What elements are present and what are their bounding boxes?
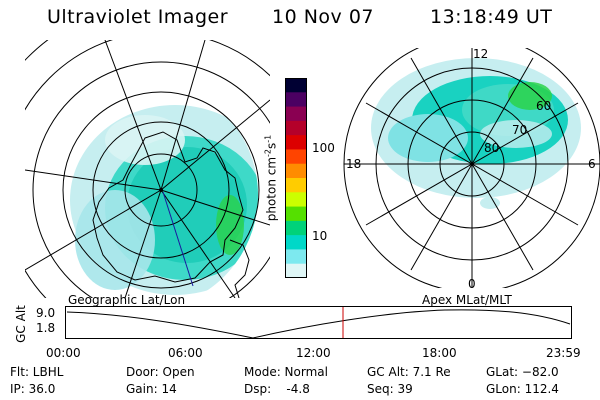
continent-outline xyxy=(92,131,244,283)
polar-aurora xyxy=(371,58,581,209)
polar-label-60: 60 xyxy=(536,99,551,113)
ip-info: IP: 36.0 xyxy=(10,382,56,396)
polar-label-80: 80 xyxy=(484,141,499,155)
colorbar-tick-10: 10 xyxy=(312,229,328,243)
colorbar-label: photon cm-2s-1 xyxy=(263,134,279,222)
polar-label-70: 70 xyxy=(512,123,527,137)
gain-info: Gain: 14 xyxy=(126,382,177,396)
colorbar-tick-100: 100 xyxy=(312,141,335,155)
time-tick-2359: 23:59 xyxy=(546,346,581,360)
colorbar-segment xyxy=(285,206,307,222)
seq-info: Seq: 39 xyxy=(367,382,413,396)
altitude-timeline xyxy=(65,306,572,339)
door-info: Door: Open xyxy=(126,365,195,379)
colorbar-border xyxy=(285,78,307,278)
dsp-info: Dsp: -4.8 xyxy=(244,382,310,396)
apex-caption: Apex MLat/MLT xyxy=(422,293,512,307)
geographic-caption: Geographic Lat/Lon xyxy=(68,293,186,307)
instrument-title: Ultraviolet Imager xyxy=(47,6,229,28)
filter-info: Flt: LBHL xyxy=(10,365,64,379)
meridian-lines xyxy=(25,40,270,298)
colorbar-segment xyxy=(285,263,307,278)
colorbar-segment xyxy=(285,192,307,208)
aurora-oval xyxy=(70,105,258,295)
mlt-label-6: 6 xyxy=(588,157,596,171)
timeline-y-min: 1.8 xyxy=(36,321,56,335)
colorbar-segment xyxy=(285,135,307,150)
geographic-map xyxy=(25,40,270,298)
gc-alt-info: GC Alt: 7.1 Re xyxy=(367,365,451,379)
peninsula-outline xyxy=(229,239,250,298)
glat-info: GLat: −82.0 xyxy=(486,365,559,379)
timeline-axis-title: GC Alt xyxy=(14,305,28,343)
colorbar-segment xyxy=(285,92,307,108)
colorbar-segment xyxy=(285,220,307,236)
colorbar-segment xyxy=(285,106,307,122)
color-bar xyxy=(285,78,307,278)
glon-info: GLon: 112.4 xyxy=(486,382,559,396)
colorbar-segment xyxy=(285,163,307,179)
time-tick-1800: 18:00 xyxy=(422,346,457,360)
colorbar-segment xyxy=(285,178,307,193)
date-label: 10 Nov 07 xyxy=(272,6,375,28)
altitude-curve xyxy=(66,309,571,339)
time-tick-0600: 06:00 xyxy=(168,346,203,360)
mode-info: Mode: Normal xyxy=(244,365,328,379)
time-tick-1200: 12:00 xyxy=(296,346,331,360)
colorbar-segment xyxy=(285,249,307,265)
subsatellite-point xyxy=(159,188,163,192)
polar-plot: 60 70 80 12 18 6 0 xyxy=(343,48,600,288)
mlt-label-18: 18 xyxy=(346,157,361,171)
mlt-label-12: 12 xyxy=(473,48,488,61)
colorbar-segment xyxy=(285,235,307,250)
time-tick-0000: 00:00 xyxy=(46,346,81,360)
colorbar-segment xyxy=(285,120,307,136)
satellite-track xyxy=(162,191,194,287)
colorbar-segment xyxy=(285,149,307,165)
timeline-y-max: 9.0 xyxy=(36,306,56,320)
latitude-circles xyxy=(25,40,270,298)
time-label: 13:18:49 UT xyxy=(430,6,553,28)
mlt-label-0: 0 xyxy=(468,277,476,288)
colorbar-segment xyxy=(285,78,307,93)
